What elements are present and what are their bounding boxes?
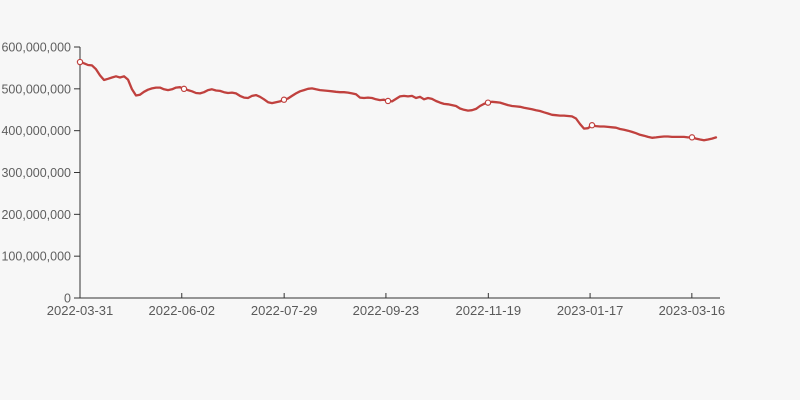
y-axis-tick-label: 400,000,000 bbox=[1, 124, 71, 138]
x-axis-tick-label: 2022-11-19 bbox=[456, 303, 522, 318]
x-axis-tick-label: 2023-01-17 bbox=[557, 303, 624, 318]
y-axis-tick-label: 0 bbox=[64, 292, 71, 306]
data-point-marker bbox=[180, 85, 188, 93]
y-axis-tick-label: 600,000,000 bbox=[1, 41, 71, 55]
x-axis-tick-label: 2023-03-16 bbox=[659, 303, 726, 318]
data-point-marker bbox=[588, 122, 596, 129]
data-point-marker bbox=[384, 97, 392, 105]
x-axis-tick-label: 2022-07-29 bbox=[251, 303, 318, 318]
y-axis-tick-label: 500,000,000 bbox=[1, 82, 71, 96]
x-axis-tick-label: 2022-09-23 bbox=[353, 303, 420, 318]
y-axis-tick-label: 200,000,000 bbox=[1, 208, 71, 222]
y-axis-tick-label: 300,000,000 bbox=[1, 166, 71, 180]
data-point-marker bbox=[484, 99, 492, 106]
data-point-marker bbox=[688, 134, 696, 141]
data-point-marker bbox=[76, 58, 84, 66]
series-line bbox=[78, 60, 718, 142]
x-axis-tick-label: 2022-06-02 bbox=[149, 303, 216, 318]
y-axis-tick-label: 100,000,000 bbox=[1, 250, 71, 264]
x-axis-tick-label: 2022-03-31 bbox=[47, 303, 114, 318]
data-point-marker bbox=[280, 96, 288, 103]
